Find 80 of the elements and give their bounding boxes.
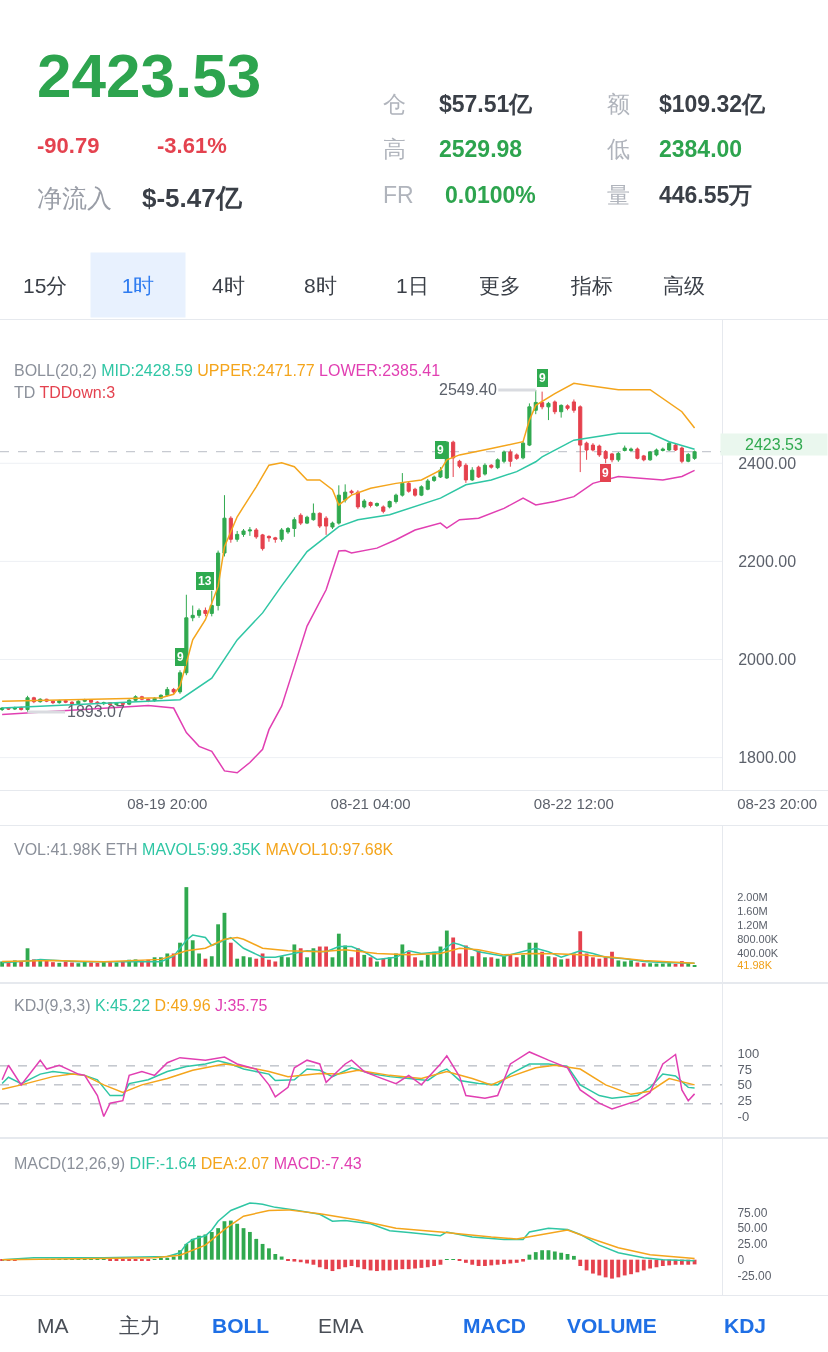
- x-tick-label: 08-23 20:00: [737, 795, 818, 812]
- y-tick-label: 1.20M: [737, 918, 768, 931]
- y-tick-label: 2400.00: [738, 454, 797, 472]
- annotation: 9: [602, 466, 609, 480]
- text: MACD(12,26,9): [14, 1155, 126, 1172]
- y-tick-label: 41.98K: [737, 959, 773, 972]
- text: -3.61%: [157, 133, 227, 158]
- text: DIF:-1.64: [129, 1155, 197, 1172]
- text: $-5.47亿: [142, 183, 243, 213]
- text: K:45.22: [94, 997, 151, 1014]
- text: 高级: [663, 274, 705, 297]
- text: 2423.53: [37, 41, 262, 110]
- y-tick-label: 1800.00: [738, 749, 797, 767]
- x-tick-label: 08-22 12:00: [533, 795, 614, 812]
- y-tick-label: 75: [737, 1061, 753, 1077]
- annotation: TD: [14, 384, 36, 401]
- text: -90.79: [37, 133, 100, 158]
- text: 主力: [119, 1314, 161, 1337]
- annotation: 13: [198, 574, 212, 588]
- y-tick-label: 800.00K: [737, 932, 779, 945]
- text: 净流入: [37, 184, 112, 212]
- annotation: 9: [437, 443, 444, 457]
- text: LOWER:2385.41: [319, 362, 441, 379]
- text: KDJ(9,3,3): [14, 997, 91, 1014]
- annotation: 9: [177, 650, 184, 664]
- text: $57.51亿: [439, 91, 534, 117]
- text: 0.0100%: [445, 182, 536, 208]
- text: 量: [607, 182, 630, 208]
- text: KDJ: [724, 1314, 767, 1337]
- text: VOLUME: [567, 1314, 657, 1337]
- y-tick-label: 100: [737, 1045, 760, 1061]
- text: EMA: [318, 1314, 364, 1337]
- text: BOLL(20,2): [14, 362, 97, 379]
- y-tick-label: 2200.00: [738, 552, 797, 570]
- text: VOL:41.98K ETH: [14, 841, 138, 858]
- ref-line-label: 2423.53: [745, 436, 803, 453]
- annotation: 9: [539, 371, 546, 385]
- text: MAVOL10:97.68K: [265, 841, 394, 858]
- text: UPPER:2471.77: [197, 362, 315, 379]
- text: 446.55万: [659, 182, 753, 208]
- text: 2529.98: [439, 136, 523, 162]
- text: 低: [607, 136, 630, 162]
- y-tick-label: 2.00M: [737, 891, 768, 904]
- text: 8时: [304, 274, 337, 297]
- text: DEA:2.07: [200, 1155, 270, 1172]
- text: MA: [37, 1314, 69, 1337]
- text: 高: [383, 136, 406, 162]
- text: D:49.96: [154, 997, 211, 1014]
- text: 15分: [23, 274, 68, 297]
- text: 仓: [383, 91, 406, 117]
- y-tick-label: 0: [737, 1252, 745, 1267]
- text: 1日: [396, 274, 429, 297]
- y-tick-label: 400.00K: [737, 946, 779, 959]
- x-tick-label: 08-19 20:00: [127, 795, 208, 812]
- text: 1时: [121, 273, 155, 297]
- text: $109.32亿: [659, 91, 767, 117]
- annotation: TDDown:3: [39, 384, 116, 401]
- y-tick-label: 1.60M: [737, 904, 768, 917]
- annotation: MACD:-7.43: [273, 1155, 362, 1172]
- y-tick-label: 25.00: [737, 1237, 768, 1252]
- text: J:35.75: [215, 997, 268, 1014]
- y-tick-label: 75.00: [737, 1205, 768, 1220]
- y-tick-label: 50.00: [737, 1221, 768, 1236]
- text: 4时: [212, 274, 245, 297]
- text: MAVOL5:99.35K: [142, 841, 262, 858]
- text: 更多: [479, 274, 521, 297]
- y-tick-label: -0: [737, 1109, 750, 1125]
- x-tick-label: 08-21 04:00: [330, 795, 411, 812]
- text: MID:2428.59: [101, 362, 193, 379]
- text: MACD: [463, 1314, 526, 1337]
- annotation: 2549.40: [439, 381, 497, 398]
- text: 额: [607, 91, 630, 117]
- y-tick-label: 50: [737, 1077, 753, 1093]
- y-tick-label: 2000.00: [738, 651, 797, 669]
- text: FR: [383, 182, 414, 208]
- text: BOLL: [212, 1314, 270, 1337]
- text: 2384.00: [659, 136, 743, 162]
- y-tick-label: 25: [737, 1093, 753, 1109]
- text: 指标: [570, 274, 613, 297]
- y-tick-label: -25.00: [737, 1268, 772, 1283]
